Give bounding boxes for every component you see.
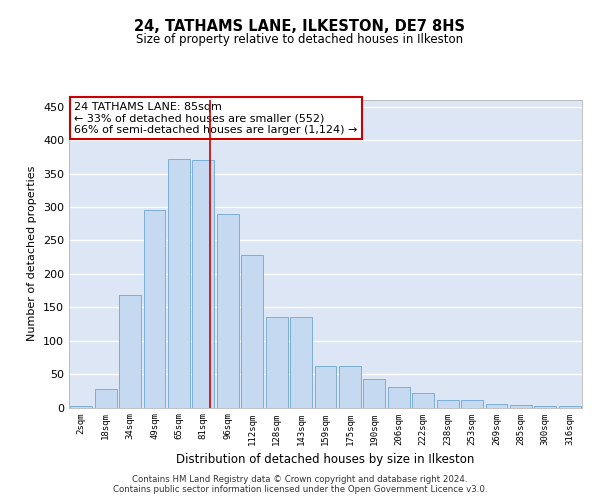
Bar xyxy=(510,406,532,407)
Bar xyxy=(559,406,581,407)
Bar xyxy=(437,400,458,407)
X-axis label: Distribution of detached houses by size in Ilkeston: Distribution of detached houses by size … xyxy=(176,453,475,466)
Bar xyxy=(143,210,166,408)
Bar xyxy=(95,389,116,407)
Text: 24 TATHAMS LANE: 85sqm
← 33% of detached houses are smaller (552)
66% of semi-de: 24 TATHAMS LANE: 85sqm ← 33% of detached… xyxy=(74,102,358,134)
Text: 24, TATHAMS LANE, ILKESTON, DE7 8HS: 24, TATHAMS LANE, ILKESTON, DE7 8HS xyxy=(134,19,466,34)
Bar xyxy=(168,159,190,408)
Bar xyxy=(290,318,312,408)
Bar xyxy=(266,318,287,408)
Bar xyxy=(217,214,239,408)
Bar xyxy=(241,255,263,408)
Bar xyxy=(119,295,141,408)
Bar xyxy=(388,388,410,407)
Text: Size of property relative to detached houses in Ilkeston: Size of property relative to detached ho… xyxy=(136,33,464,46)
Y-axis label: Number of detached properties: Number of detached properties xyxy=(28,166,37,342)
Bar xyxy=(461,400,483,407)
Bar xyxy=(70,406,92,407)
Bar xyxy=(364,380,385,407)
Bar xyxy=(412,393,434,407)
Text: Contains HM Land Registry data © Crown copyright and database right 2024.
Contai: Contains HM Land Registry data © Crown c… xyxy=(113,474,487,494)
Bar xyxy=(314,366,337,408)
Bar xyxy=(535,406,556,407)
Bar xyxy=(193,160,214,408)
Bar xyxy=(339,366,361,408)
Bar xyxy=(485,404,508,407)
